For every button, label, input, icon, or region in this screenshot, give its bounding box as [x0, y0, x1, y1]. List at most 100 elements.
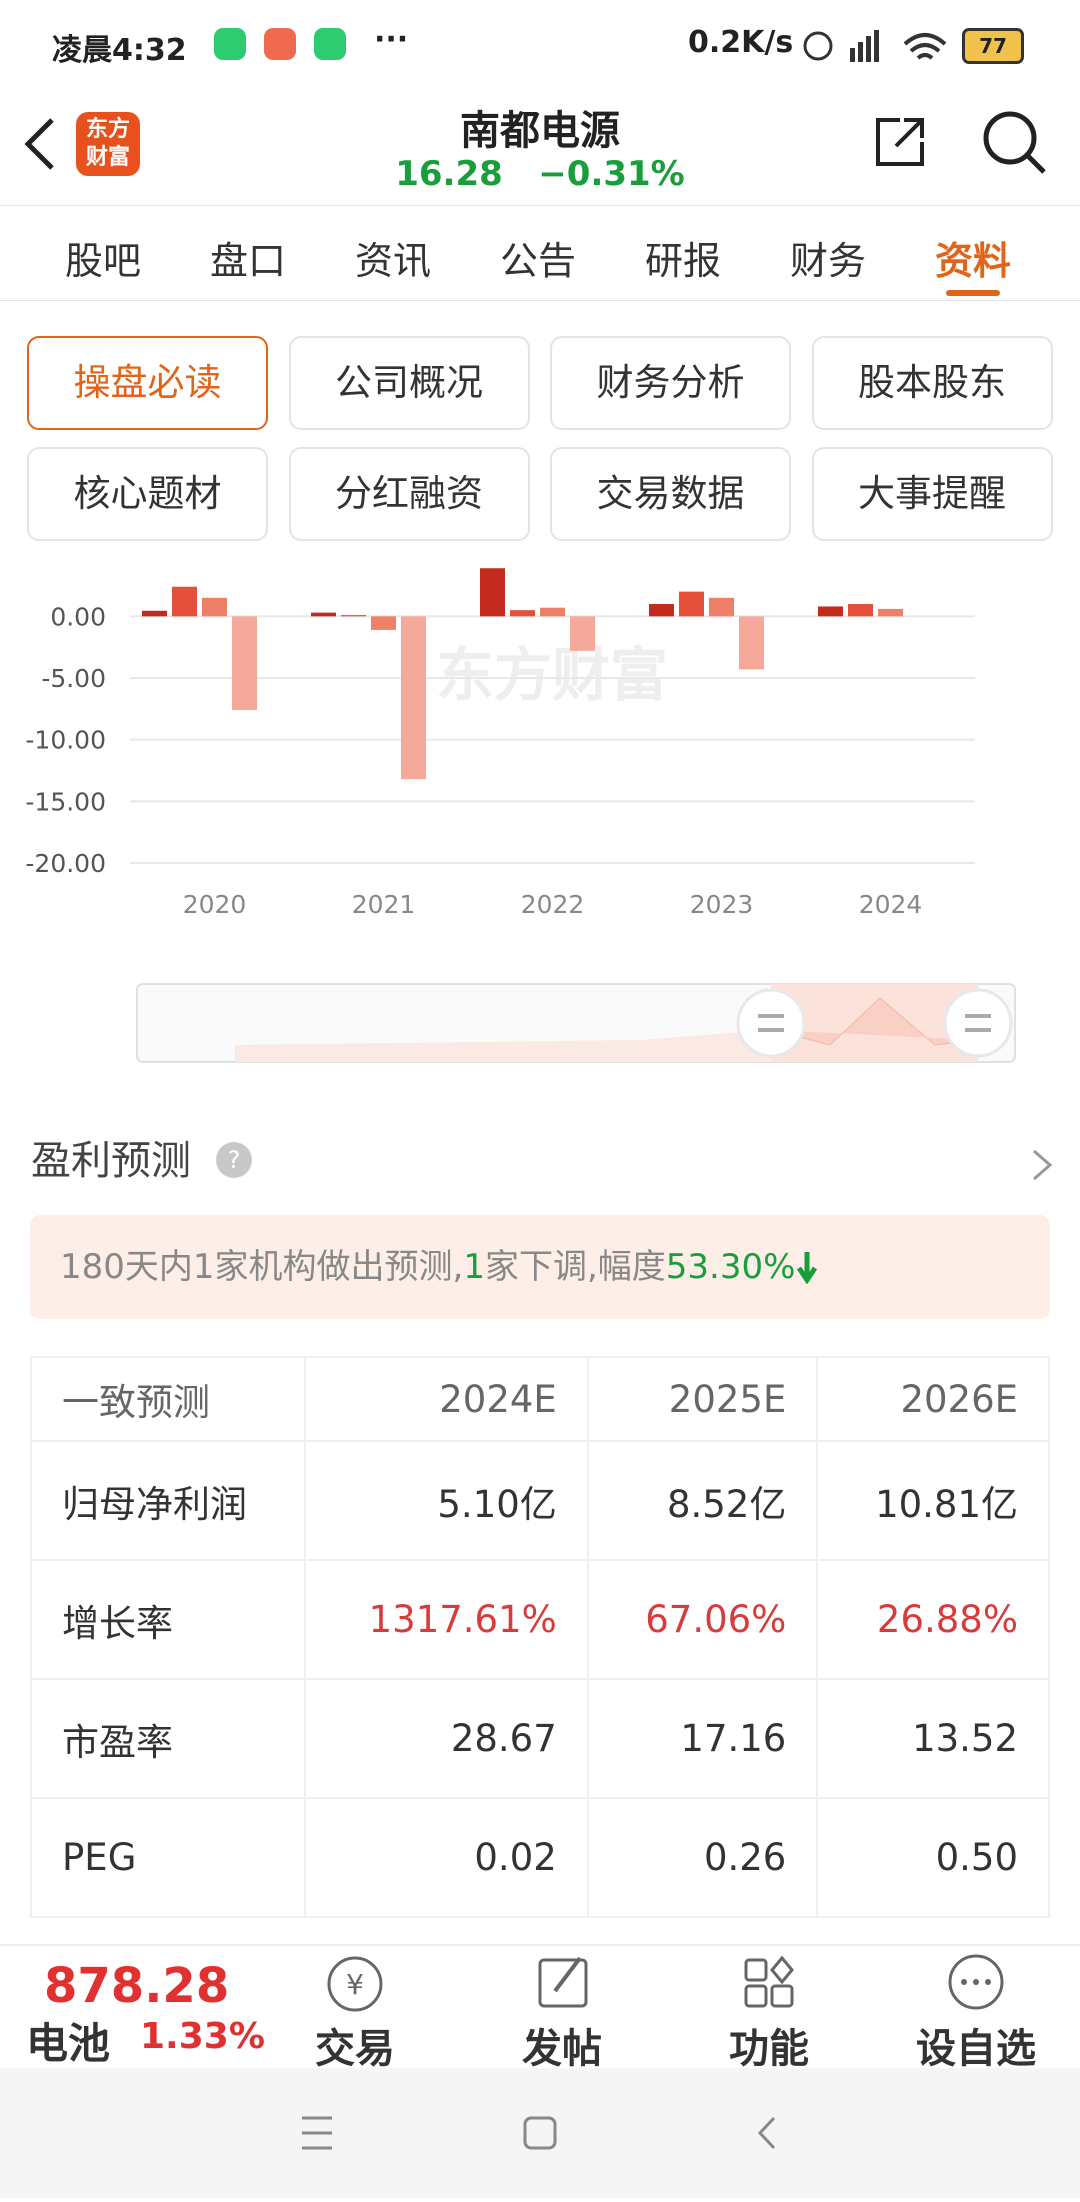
table-cell: 13.52	[816, 1678, 1050, 1799]
table-cell: 17.16	[586, 1678, 819, 1799]
bottom-button[interactable]: 发帖	[522, 2026, 602, 2072]
bar	[401, 616, 426, 780]
header: 东方 财富 南都电源 16.28 −0.31%	[0, 90, 1080, 206]
x-tick-label: 2021	[352, 890, 416, 919]
table-cell: 增长率	[30, 1559, 306, 1680]
table-cell: 28.67	[304, 1678, 589, 1799]
table-cell: 8.52亿	[586, 1440, 819, 1561]
app-logo: 东方 财富	[76, 112, 140, 176]
y-tick-label: -10.00	[25, 726, 106, 755]
bar	[679, 591, 704, 617]
bar	[172, 586, 197, 617]
bottom-button[interactable]: 功能	[729, 2026, 809, 2072]
x-tick-label: 2020	[183, 890, 247, 919]
tab-bar: 股吧 盘口 资讯 公告 研报 财务 资料	[0, 206, 1080, 301]
index-change: 1.33%	[140, 2016, 265, 2057]
battery: 77	[962, 28, 1024, 64]
search-button[interactable]	[980, 108, 1050, 178]
table-cell: 2026E	[816, 1356, 1050, 1442]
notification-icons	[214, 28, 346, 60]
section-title-text: 盈利预测	[31, 1138, 191, 1184]
tab-button[interactable]: 操盘必读	[27, 336, 268, 430]
bar	[739, 616, 764, 670]
logo-text: 东方	[85, 117, 130, 142]
bottom-button[interactable]: 交易	[315, 2026, 395, 2072]
status-bar: 凌晨4:32 ··· 0.2K/s 77	[0, 0, 1080, 90]
tab-button[interactable]: 股本股东	[811, 336, 1053, 430]
table-cell: 2025E	[586, 1356, 819, 1442]
table-cell: 归母净利润	[30, 1440, 306, 1561]
bar	[510, 610, 535, 617]
tab-button[interactable]: 核心题材	[27, 447, 268, 541]
range-navigator[interactable]	[136, 983, 1016, 1063]
forecast-table: 一致预测 2024E 2025E 2026E 归母净利润 5.10亿 8.52亿 10.81亿…	[30, 1356, 1050, 1918]
tab-button[interactable]: 公司概况	[288, 336, 530, 430]
tab-button[interactable]: 大事提醒	[811, 447, 1053, 541]
help-icon[interactable]: ?	[214, 1140, 254, 1180]
svg-text:?: ?	[227, 1146, 240, 1174]
bar	[649, 604, 674, 617]
bar	[818, 606, 843, 617]
price: 16.28	[395, 154, 503, 194]
index-value: 878.28	[44, 1958, 230, 2014]
table-cell: 5.10亿	[304, 1440, 589, 1561]
bar	[142, 610, 167, 617]
x-tick-label: 2024	[859, 890, 923, 919]
table-cell: 市盈率	[30, 1678, 306, 1799]
back-button[interactable]	[20, 114, 60, 174]
tab[interactable]: 资料	[908, 230, 1038, 296]
watermark: 东方财富	[436, 641, 668, 709]
bottom-icons: ¥	[327, 1954, 1004, 2012]
chevron[interactable]	[1028, 1145, 1058, 1185]
stock-name: 南都电源	[460, 108, 620, 154]
bar	[570, 616, 595, 651]
tab[interactable]: 研报	[644, 239, 721, 283]
share-button[interactable]	[870, 112, 930, 172]
network-speed: 0.2K/s	[688, 25, 794, 60]
table-cell: 0.02	[304, 1797, 589, 1918]
table-row: 市盈率 28.67 17.16 13.52	[30, 1678, 1050, 1799]
table-cell: 2024E	[304, 1356, 589, 1442]
tab[interactable]: 股吧	[64, 239, 141, 283]
time: 凌晨4:32	[52, 33, 187, 68]
table-row: 增长率 1317.61% 67.06% 26.88%	[30, 1559, 1050, 1680]
table-cell: 0.26	[586, 1797, 819, 1918]
chart: 东方财富 0.00 -5.00 -10.00 -15.00 -20.00 2020 2021 2…	[25, 568, 1016, 1063]
summary-text: 家下调,幅度	[484, 1247, 666, 1287]
forecast-summary: 180天内1家机构做出预测,1家下调,幅度53.30%	[30, 1215, 1050, 1319]
bar	[202, 597, 227, 617]
table-cell: 1317.61%	[304, 1559, 589, 1680]
table-row: 一致预测 2024E 2025E 2026E	[30, 1356, 1050, 1442]
tab-button[interactable]: 财务分析	[550, 336, 791, 430]
stock-quote: 16.28 −0.31%	[340, 154, 740, 194]
x-tick-label: 2022	[521, 890, 585, 919]
system-nav	[0, 2068, 1080, 2198]
table-cell: 一致预测	[30, 1356, 306, 1442]
tab[interactable]: 资讯	[354, 239, 431, 283]
bar	[480, 568, 505, 617]
bar	[540, 607, 565, 617]
y-tick-label: -15.00	[25, 787, 106, 816]
down-arrow	[795, 1247, 819, 1287]
bar	[232, 616, 257, 711]
y-tick-label: -5.00	[41, 664, 106, 693]
tab[interactable]: 盘口	[209, 239, 286, 283]
tab-button[interactable]: 交易数据	[550, 447, 791, 541]
summary-text: 180天内1家机构做出预测,	[60, 1247, 464, 1287]
logo-text: 财富	[85, 145, 130, 170]
bar	[311, 612, 336, 617]
table-cell: 10.81亿	[816, 1440, 1050, 1561]
bottom-button[interactable]: 设自选	[916, 2026, 1036, 2072]
tab[interactable]: 财务	[789, 239, 866, 283]
table-cell: 0.50	[816, 1797, 1050, 1918]
y-tick-label: 0.00	[50, 602, 106, 631]
x-tick-label: 2023	[690, 890, 754, 919]
tab[interactable]: 公告	[499, 239, 576, 283]
bar	[371, 616, 396, 630]
index-name: 电池	[26, 2019, 111, 2068]
change: −0.31%	[538, 154, 685, 194]
bar	[878, 608, 903, 617]
tab-button[interactable]: 分红融资	[288, 447, 530, 541]
bar	[848, 604, 873, 617]
